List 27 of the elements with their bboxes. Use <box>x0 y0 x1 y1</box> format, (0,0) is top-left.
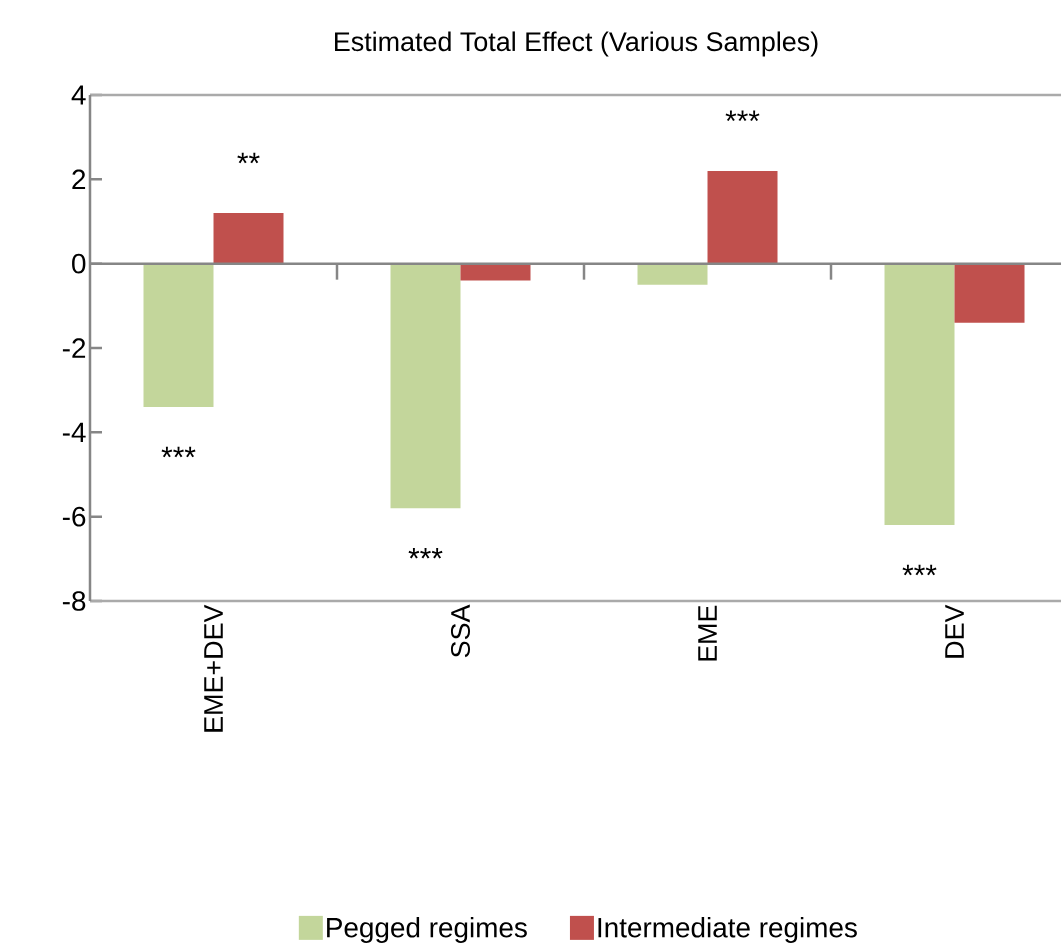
annotation: *** <box>408 547 443 559</box>
annotation: ** <box>237 152 260 164</box>
annotation: *** <box>902 564 937 576</box>
y-tick-label: -4 <box>62 422 86 442</box>
legend-label: Pegged regimes <box>327 917 527 944</box>
y-tick-label: 2 <box>72 169 86 190</box>
x-tick-label: DEV <box>945 604 964 658</box>
annotation: *** <box>161 446 196 458</box>
y-tick-label: -2 <box>62 338 86 358</box>
bar <box>390 263 461 509</box>
annotation: *** <box>725 110 760 122</box>
bar <box>707 170 778 264</box>
y-tick-label: 0 <box>72 253 86 274</box>
bar <box>213 213 284 264</box>
y-tick-label: -6 <box>62 506 86 527</box>
bar <box>637 263 708 285</box>
bar <box>143 263 214 408</box>
y-tick-label: 4 <box>71 85 86 105</box>
x-tick-label: EME+DEV <box>204 604 223 732</box>
x-tick-label: EME <box>698 605 717 661</box>
y-tick-label: -8 <box>62 591 86 611</box>
legend-label: Intermediate regimes <box>598 917 857 944</box>
x-tick-label: SSA <box>450 604 471 658</box>
bar <box>460 263 531 281</box>
bar <box>884 263 955 526</box>
bar <box>954 263 1025 323</box>
chart-title: Estimated Total Effect (Various Samples) <box>335 31 818 57</box>
